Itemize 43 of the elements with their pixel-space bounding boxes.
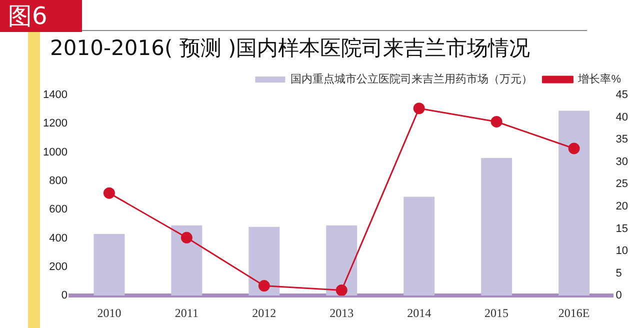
bar — [481, 158, 512, 296]
y2-tick-label: 35 — [616, 134, 628, 146]
point — [336, 284, 348, 296]
bar — [326, 225, 358, 296]
x-tick-label: 2016E — [558, 306, 590, 320]
y2-tick-label: 5 — [616, 267, 622, 280]
y2-tick-label: 10 — [616, 245, 628, 258]
bar — [171, 225, 202, 296]
y2-tick-label: 40 — [616, 111, 628, 124]
point — [103, 187, 115, 199]
y2-tick-label: 25 — [616, 178, 628, 190]
x-tick-label: 2011 — [174, 306, 198, 320]
y2-tick-label: 0 — [616, 290, 622, 302]
y-tick-label: 600 — [49, 204, 68, 216]
y-tick-label: 400 — [49, 232, 68, 244]
y2-tick-label: 20 — [616, 200, 628, 212]
y-tick-label: 1000 — [42, 146, 68, 158]
y-tick-label: 200 — [49, 260, 68, 273]
y-tick-label: 0 — [61, 290, 68, 302]
y2-tick-label: 30 — [616, 156, 628, 168]
bar — [404, 196, 435, 296]
point — [413, 102, 425, 114]
point — [258, 280, 270, 292]
bar — [248, 226, 280, 296]
y-tick-label: 800 — [49, 175, 68, 188]
bar — [558, 110, 590, 296]
caption: 图6 — [0, 0, 82, 32]
x-tick-label: 2015 — [484, 306, 509, 320]
point — [180, 232, 192, 244]
y-tick-label: 1200 — [42, 118, 68, 130]
legend-label: 增长率% — [577, 72, 622, 86]
chart-title: 2010-2016( 预测 )国内样本医院司来吉兰市场情况 — [50, 35, 530, 62]
x-tick-label: 2010 — [97, 306, 122, 320]
y2-tick-label: 45 — [616, 89, 628, 102]
point — [568, 142, 580, 154]
bar — [94, 234, 125, 296]
x-tick-label: 2013 — [330, 306, 354, 320]
y2-tick-label: 15 — [616, 222, 628, 235]
point — [490, 116, 502, 128]
legend-label: 国内重点城市公立医院司来吉兰用药市场（万元） — [290, 72, 533, 86]
x-tick-label: 2012 — [252, 306, 276, 320]
x-tick-label: 2014 — [407, 306, 432, 320]
y-tick-label: 1400 — [42, 89, 68, 102]
